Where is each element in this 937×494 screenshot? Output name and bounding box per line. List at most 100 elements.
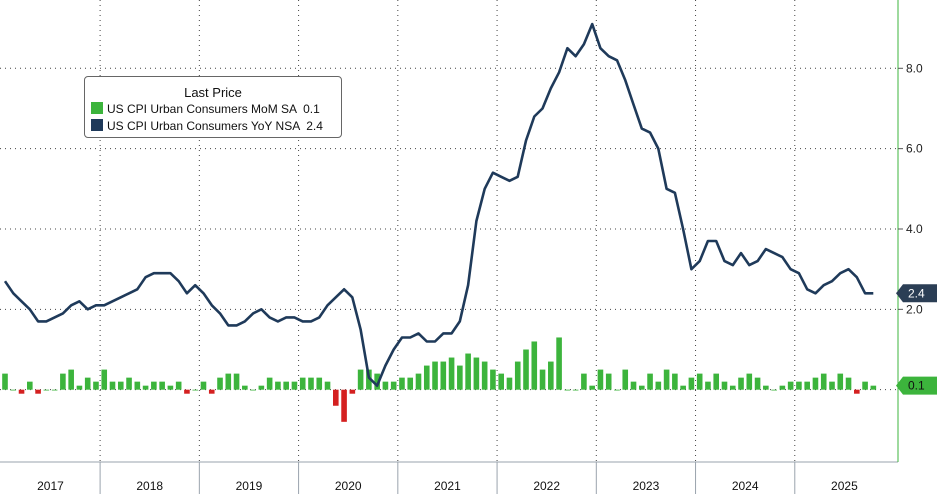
mom-bar (548, 361, 554, 390)
mom-bar (266, 377, 273, 390)
year-label: 2023 (633, 479, 660, 493)
mom-bar (299, 377, 306, 390)
year-label: 2025 (831, 479, 858, 493)
mom-bar (688, 377, 695, 390)
mom-bar (457, 365, 463, 390)
mom-bar (713, 373, 720, 390)
mom-bar (175, 381, 182, 390)
mom-bars (2, 337, 877, 422)
legend-label-mom: US CPI Urban Consumers MoM SA (107, 102, 298, 116)
mom-bar (829, 381, 835, 390)
mom-bar (208, 389, 215, 394)
mom-bar (233, 373, 240, 390)
mom-bar (647, 373, 653, 390)
mom-bar (242, 385, 248, 390)
mom-bar (10, 389, 17, 391)
mom-bar (465, 353, 471, 390)
mom-bar (151, 381, 157, 390)
mom-bar (771, 389, 777, 391)
mom-bar (498, 373, 504, 390)
legend-value-mom: 0.1 (303, 102, 320, 116)
mom-bar (225, 373, 232, 390)
yoy-line (3, 22, 874, 387)
last-value-badges: 2.4 0.1 (896, 284, 937, 395)
mom-bar (721, 381, 728, 390)
mom-bar (2, 373, 8, 390)
legend-value-yoy: 2.4 (306, 119, 323, 133)
mom-bar (506, 377, 513, 390)
legend-label-yoy: US CPI Urban Consumers YoY NSA (107, 119, 301, 133)
mom-bar (374, 373, 380, 390)
badge-mom (896, 376, 937, 395)
mom-bar (142, 385, 149, 390)
mom-bar (35, 389, 41, 394)
y-tick-label: 8.0 (906, 61, 923, 75)
mom-bar (663, 369, 670, 390)
mom-bar (101, 369, 108, 390)
yoy-line-layer (3, 22, 874, 387)
mom-bar (796, 381, 802, 390)
year-label: 2021 (434, 479, 461, 493)
mom-bar (423, 365, 430, 390)
y-tick-label: 2.0 (906, 302, 923, 316)
mom-bar (308, 377, 314, 390)
mom-bar (680, 385, 686, 390)
mom-bar (854, 389, 860, 394)
mom-bar (18, 389, 25, 394)
legend: Last Price US CPI Urban Consumers MoM SA… (84, 76, 342, 138)
mom-bar (870, 385, 877, 390)
badge-text-yoy: 2.4 (908, 286, 925, 300)
mom-bar (614, 389, 620, 391)
mom-bar (51, 389, 58, 391)
mom-bar (589, 385, 595, 390)
mom-bar (93, 381, 99, 390)
legend-title: Last Price (184, 85, 242, 100)
legend-swatch-mom (91, 102, 103, 114)
mom-bar (523, 349, 529, 390)
mom-bar (738, 377, 744, 390)
mom-bar (76, 385, 83, 390)
mom-bar (630, 381, 637, 390)
mom-bar (390, 381, 397, 390)
mom-bar (200, 381, 207, 390)
mom-bar (432, 361, 438, 390)
legend-swatch-yoy (91, 119, 103, 131)
mom-bar (250, 389, 256, 391)
year-label: 2018 (136, 479, 163, 493)
mom-bar (283, 381, 289, 390)
mom-bar (366, 369, 372, 390)
mom-bar (357, 369, 364, 390)
mom-bar (134, 381, 141, 390)
mom-bar (324, 381, 331, 390)
badge-yoy (896, 284, 937, 303)
mom-bar (763, 385, 769, 390)
mom-bar (167, 385, 174, 390)
mom-bar (159, 381, 165, 390)
mom-bar (341, 389, 347, 422)
mom-bar (192, 389, 199, 391)
mom-bar (638, 385, 645, 390)
mom-bar (531, 341, 538, 390)
mom-bar (564, 389, 571, 391)
mom-bar (514, 361, 521, 390)
year-label: 2019 (236, 479, 263, 493)
mom-bar (316, 377, 323, 390)
mom-bar (349, 389, 356, 394)
year-label: 2024 (732, 479, 759, 493)
mom-bar (184, 389, 190, 394)
mom-bar (440, 361, 447, 390)
mom-bar (696, 373, 703, 390)
mom-bar (415, 373, 422, 390)
mom-bar (556, 337, 562, 390)
mom-bar (275, 381, 281, 390)
legend-entry-mom: US CPI Urban Consumers MoM SA 0.1 (91, 102, 320, 116)
y-tick-label: 4.0 (906, 222, 923, 236)
mom-bar (597, 369, 604, 390)
mom-bar (126, 377, 132, 390)
mom-bar (27, 381, 33, 390)
mom-bar (448, 357, 455, 390)
mom-bar (43, 389, 50, 391)
mom-bar (84, 377, 91, 390)
